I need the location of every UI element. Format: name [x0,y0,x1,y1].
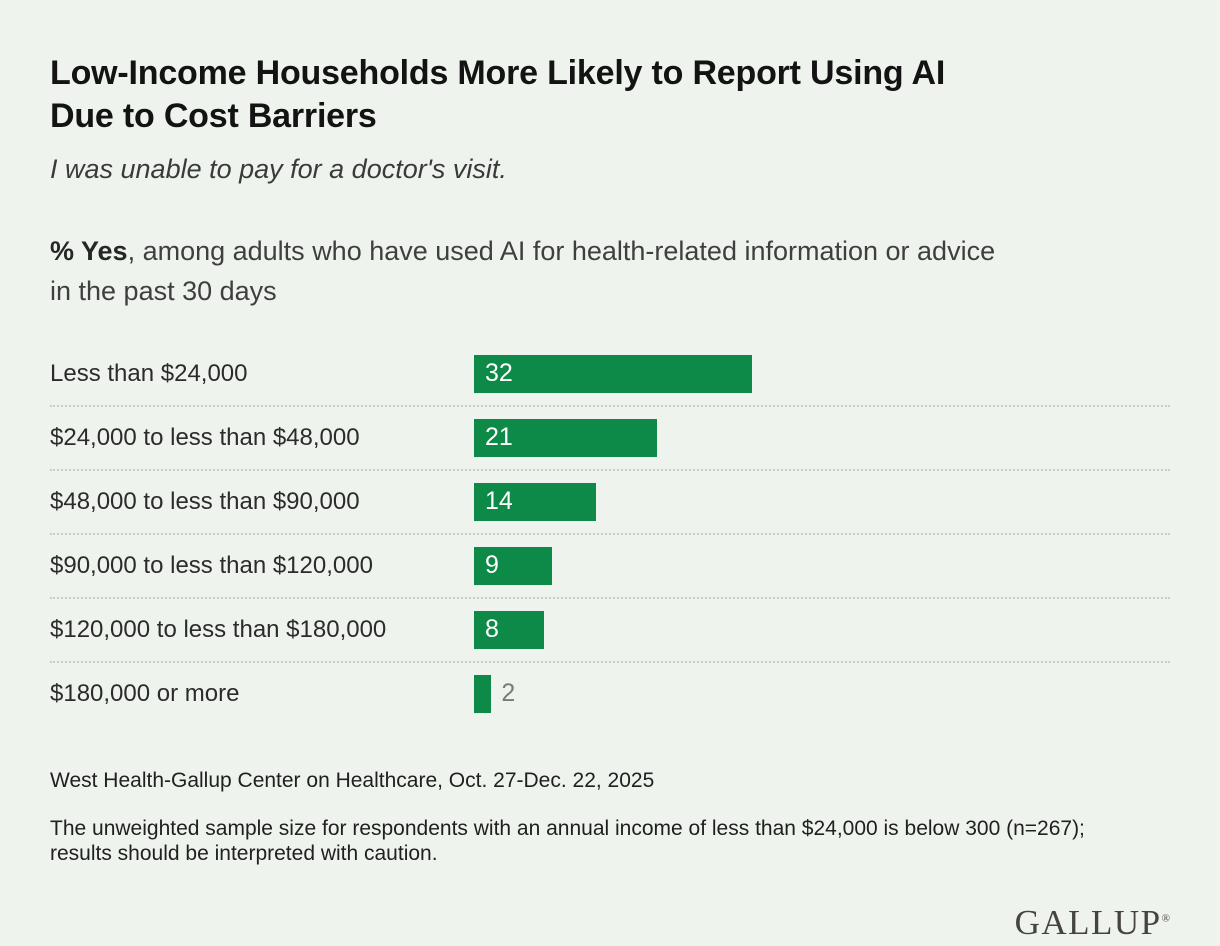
footnote-text: The unweighted sample size for responden… [50,816,1085,866]
source-text: West Health-Gallup Center on Healthcare,… [50,768,655,792]
chart-row: $90,000 to less than $120,000 9 [50,532,1170,597]
value-bar: 9 [474,546,553,585]
value-bar: 21 [474,418,657,457]
bar-value-label: 2 [501,679,516,708]
chart-subtitle: I was unable to pay for a doctor's visit… [50,154,507,185]
bar-track: 9 [474,546,1170,585]
measure-label: % Yes [50,236,128,267]
category-label: Less than $24,000 [50,359,248,387]
bar-value-label: 9 [485,551,499,580]
bar-track: 21 [474,418,1170,457]
chart-row: Less than $24,000 32 [50,343,1170,405]
value-bar: 2 [474,674,515,713]
value-bar: 32 [474,354,753,393]
gallup-logo: GALLUP® [1015,903,1170,942]
logo-row: GALLUP® [50,903,1170,943]
value-bar: 14 [474,482,596,521]
bar-track: 2 [474,674,1170,713]
chart-row: $24,000 to less than $48,000 21 [50,404,1170,469]
bar-track: 32 [474,354,1170,393]
chart-row: $120,000 to less than $180,000 8 [50,596,1170,661]
chart-title: Low-Income Households More Likely to Rep… [50,54,946,136]
category-label: $120,000 to less than $180,000 [50,615,387,643]
category-label: $24,000 to less than $48,000 [50,423,360,451]
bar-value-label: 32 [485,359,513,388]
bar-track: 8 [474,610,1170,649]
bar-value-label: 21 [485,423,513,452]
registered-mark: ® [1161,912,1170,925]
chart-row: $180,000 or more 2 [50,660,1170,725]
value-bar: 8 [474,610,544,649]
bar-value-label: 8 [485,615,499,644]
category-label: $48,000 to less than $90,000 [50,487,360,515]
bar-value-label: 14 [485,487,513,516]
gallup-logo-text: GALLUP [1014,902,1162,942]
measure-description: , among adults who have used AI for heal… [50,236,996,307]
category-label: $90,000 to less than $120,000 [50,551,373,579]
category-label: $180,000 or more [50,679,240,707]
bar-chart: Less than $24,000 32 $24,000 to less tha… [50,343,1170,725]
chart-row: $48,000 to less than $90,000 14 [50,468,1170,533]
bar-track: 14 [474,482,1170,521]
chart-description: % Yes, among adults who have used AI for… [50,232,1010,311]
